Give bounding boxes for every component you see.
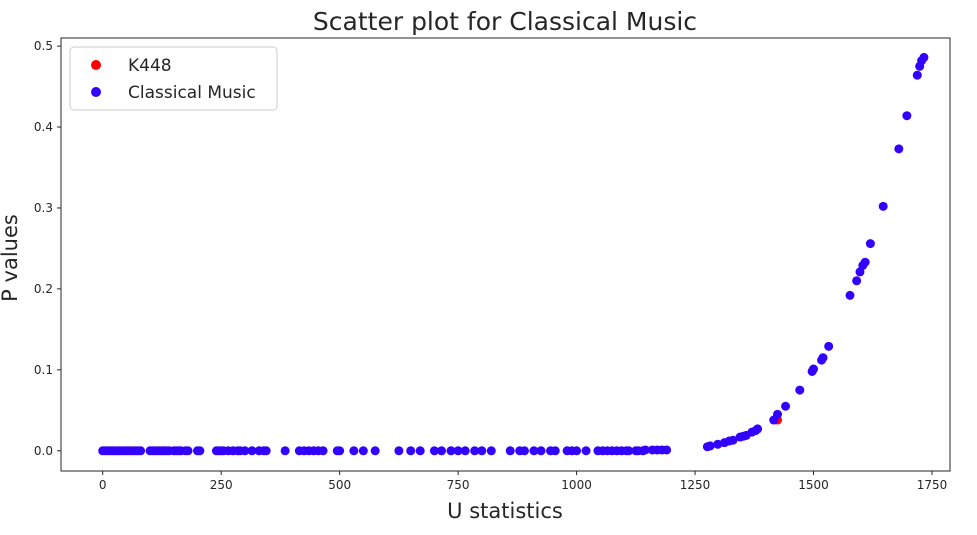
point-classical-music bbox=[406, 446, 416, 456]
y-tick-label: 0.0 bbox=[34, 444, 53, 458]
point-classical-music bbox=[318, 446, 328, 456]
x-tick-label: 500 bbox=[328, 478, 351, 492]
point-classical-music bbox=[894, 144, 904, 154]
point-classical-music bbox=[183, 446, 193, 456]
point-classical-music bbox=[705, 441, 715, 451]
point-classical-music bbox=[818, 353, 828, 363]
x-tick-label: 1250 bbox=[680, 478, 711, 492]
point-classical-music bbox=[845, 290, 855, 300]
point-classical-music bbox=[247, 446, 257, 456]
x-tick-label: 1000 bbox=[561, 478, 592, 492]
point-classical-music bbox=[773, 409, 783, 419]
point-classical-music bbox=[437, 446, 447, 456]
point-classical-music bbox=[349, 446, 359, 456]
point-classical-music bbox=[550, 446, 560, 456]
point-classical-music bbox=[572, 446, 582, 456]
point-classical-music bbox=[453, 446, 463, 456]
point-classical-music bbox=[240, 446, 250, 456]
point-classical-music bbox=[370, 446, 380, 456]
x-tick-label: 750 bbox=[447, 478, 470, 492]
x-axis-label: U statistics bbox=[447, 499, 563, 523]
x-tick-label: 0 bbox=[99, 478, 107, 492]
point-classical-music bbox=[486, 446, 496, 456]
chart-title: Scatter plot for Classical Music bbox=[313, 7, 697, 36]
point-classical-music bbox=[728, 435, 738, 445]
point-classical-music bbox=[852, 276, 862, 286]
x-axis: 0 250 500 750 1000 1250 1500 1750 bbox=[99, 471, 947, 492]
point-classical-music bbox=[136, 446, 146, 456]
y-tick-label: 0.1 bbox=[34, 363, 53, 377]
point-classical-music bbox=[529, 446, 539, 456]
point-classical-music bbox=[878, 201, 888, 211]
legend-label-k448: K448 bbox=[128, 56, 172, 76]
point-classical-music bbox=[581, 446, 591, 456]
point-classical-music bbox=[824, 341, 834, 351]
legend-box bbox=[69, 46, 278, 111]
x-tick-label: 250 bbox=[210, 478, 233, 492]
point-classical-music bbox=[919, 52, 929, 62]
point-classical-music bbox=[335, 446, 345, 456]
data-points bbox=[98, 52, 929, 456]
point-classical-music bbox=[446, 446, 456, 456]
point-classical-music bbox=[902, 111, 912, 121]
point-classical-music bbox=[477, 446, 487, 456]
point-classical-music bbox=[860, 257, 870, 267]
point-classical-music bbox=[505, 446, 515, 456]
point-classical-music bbox=[415, 446, 425, 456]
point-classical-music bbox=[753, 424, 763, 434]
x-tick-label: 1500 bbox=[798, 478, 829, 492]
y-tick-label: 0.5 bbox=[34, 39, 53, 53]
point-classical-music bbox=[795, 385, 805, 395]
point-classical-music bbox=[536, 446, 546, 456]
point-classical-music bbox=[460, 446, 470, 456]
y-axis-label: P values bbox=[0, 214, 22, 302]
legend-marker-classical-music bbox=[91, 87, 101, 97]
point-classical-music bbox=[865, 239, 875, 249]
point-classical-music bbox=[662, 445, 672, 455]
point-classical-music bbox=[429, 446, 439, 456]
x-tick-label: 1750 bbox=[917, 478, 948, 492]
point-classical-music bbox=[280, 446, 290, 456]
point-classical-music bbox=[640, 445, 650, 455]
point-classical-music bbox=[358, 446, 368, 456]
y-tick-label: 0.2 bbox=[34, 282, 53, 296]
point-classical-music bbox=[624, 446, 634, 456]
point-classical-music bbox=[261, 446, 271, 456]
y-tick-label: 0.3 bbox=[34, 201, 53, 215]
point-classical-music bbox=[470, 446, 480, 456]
legend-marker-k448 bbox=[91, 60, 101, 70]
point-classical-music bbox=[781, 401, 791, 411]
point-classical-music bbox=[912, 70, 922, 80]
point-classical-music bbox=[195, 446, 205, 456]
point-classical-music bbox=[519, 446, 529, 456]
point-classical-music bbox=[809, 364, 819, 374]
point-classical-music bbox=[394, 446, 404, 456]
legend-label-classical-music: Classical Music bbox=[128, 83, 256, 103]
y-axis: 0.0 0.1 0.2 0.3 0.4 0.5 bbox=[34, 39, 61, 458]
legend: K448 Classical Music bbox=[69, 46, 278, 111]
y-tick-label: 0.4 bbox=[34, 120, 53, 134]
